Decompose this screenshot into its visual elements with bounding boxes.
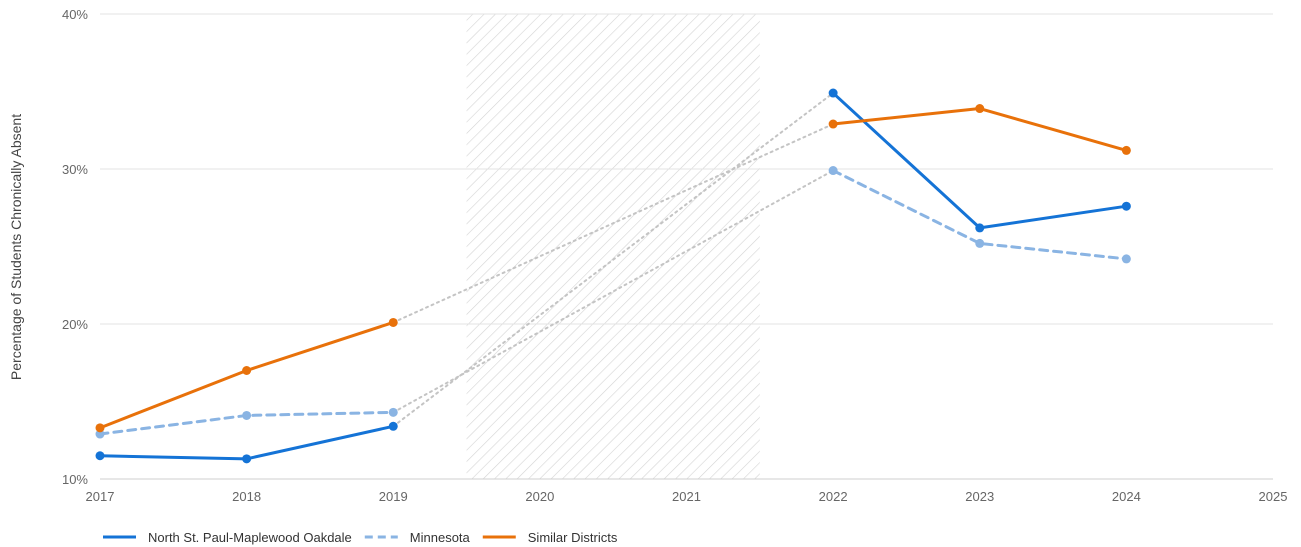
x-tick-label: 2022 bbox=[819, 489, 848, 504]
series-point-1 bbox=[828, 166, 838, 176]
y-tick-label: 10% bbox=[62, 472, 88, 487]
legend-label-1: Minnesota bbox=[410, 530, 471, 545]
series-line-0 bbox=[831, 91, 1128, 230]
legend-label-0: North St. Paul-Maplewood Oakdale bbox=[148, 530, 352, 545]
series-line-2 bbox=[831, 107, 1128, 152]
pandemic-shaded-region bbox=[466, 14, 760, 479]
shaded-region-rect bbox=[466, 14, 760, 479]
series-point-0 bbox=[828, 88, 838, 98]
grid-lines bbox=[100, 13, 1273, 480]
series-point-0 bbox=[95, 451, 105, 461]
gap-connector-line bbox=[392, 123, 835, 324]
series-markers bbox=[95, 88, 1131, 464]
x-tick-label: 2020 bbox=[525, 489, 554, 504]
series-point-2 bbox=[95, 423, 105, 433]
y-tick-label: 30% bbox=[62, 162, 88, 177]
series-point-2 bbox=[388, 317, 398, 327]
series-point-0 bbox=[388, 421, 398, 431]
x-tick-label: 2019 bbox=[379, 489, 408, 504]
y-tick-label: 20% bbox=[62, 317, 88, 332]
series-point-2 bbox=[1121, 145, 1131, 155]
series-point-0 bbox=[242, 454, 252, 464]
series-line-1 bbox=[831, 169, 1128, 261]
legend: North St. Paul-Maplewood Oakdale Minnesot… bbox=[103, 530, 618, 545]
series-point-2 bbox=[242, 366, 252, 375]
y-axis-ticks: 10% 20% 30% 40% bbox=[62, 7, 88, 487]
series-point-0 bbox=[975, 223, 985, 233]
legend-label-2: Similar Districts bbox=[528, 530, 618, 545]
y-tick-label: 40% bbox=[62, 7, 88, 22]
x-tick-label: 2025 bbox=[1259, 489, 1288, 504]
series-point-1 bbox=[242, 410, 252, 420]
series-point-0 bbox=[1121, 201, 1131, 211]
x-tick-label: 2017 bbox=[86, 489, 115, 504]
series-point-1 bbox=[95, 429, 105, 439]
series-point-1 bbox=[975, 238, 985, 248]
series-point-1 bbox=[388, 407, 398, 417]
series-point-2 bbox=[828, 119, 838, 129]
series-point-1 bbox=[1121, 254, 1131, 264]
series-point-2 bbox=[975, 104, 985, 114]
x-tick-label: 2021 bbox=[672, 489, 701, 504]
x-tick-label: 2023 bbox=[965, 489, 994, 504]
series-line-0 bbox=[98, 424, 395, 461]
gap-connector-line bbox=[392, 92, 835, 428]
y-axis-title: Percentage of Students Chronically Absen… bbox=[8, 114, 24, 380]
gap-connectors bbox=[392, 92, 835, 428]
gap-connector-line bbox=[392, 169, 835, 414]
x-tick-label: 2018 bbox=[232, 489, 261, 504]
x-tick-label: 2024 bbox=[1112, 489, 1141, 504]
x-axis-ticks: 2017 2018 2019 2020 2021 2022 2023 2024 2025 bbox=[86, 489, 1288, 504]
